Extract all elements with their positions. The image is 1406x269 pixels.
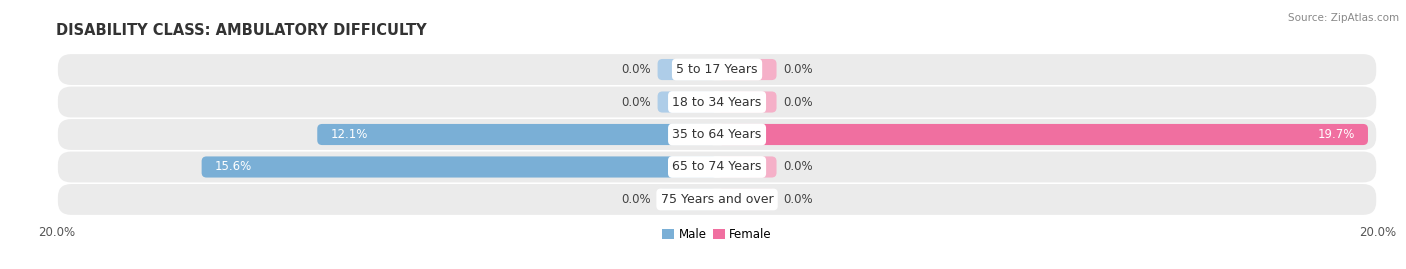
Text: DISABILITY CLASS: AMBULATORY DIFFICULTY: DISABILITY CLASS: AMBULATORY DIFFICULTY bbox=[56, 23, 427, 38]
FancyBboxPatch shape bbox=[58, 119, 1376, 150]
FancyBboxPatch shape bbox=[717, 91, 776, 112]
Text: 0.0%: 0.0% bbox=[783, 95, 813, 108]
Text: 0.0%: 0.0% bbox=[621, 95, 651, 108]
FancyBboxPatch shape bbox=[717, 189, 776, 210]
Text: 75 Years and over: 75 Years and over bbox=[661, 193, 773, 206]
FancyBboxPatch shape bbox=[58, 54, 1376, 85]
Text: 0.0%: 0.0% bbox=[783, 193, 813, 206]
Text: 0.0%: 0.0% bbox=[783, 161, 813, 174]
Text: 19.7%: 19.7% bbox=[1317, 128, 1355, 141]
Text: 18 to 34 Years: 18 to 34 Years bbox=[672, 95, 762, 108]
FancyBboxPatch shape bbox=[717, 157, 776, 178]
FancyBboxPatch shape bbox=[58, 184, 1376, 215]
Legend: Male, Female: Male, Female bbox=[658, 223, 776, 246]
FancyBboxPatch shape bbox=[717, 124, 1368, 145]
Text: 0.0%: 0.0% bbox=[783, 63, 813, 76]
FancyBboxPatch shape bbox=[201, 157, 717, 178]
Text: 12.1%: 12.1% bbox=[330, 128, 368, 141]
Text: 5 to 17 Years: 5 to 17 Years bbox=[676, 63, 758, 76]
Text: 65 to 74 Years: 65 to 74 Years bbox=[672, 161, 762, 174]
FancyBboxPatch shape bbox=[58, 87, 1376, 118]
FancyBboxPatch shape bbox=[658, 189, 717, 210]
Text: 35 to 64 Years: 35 to 64 Years bbox=[672, 128, 762, 141]
Text: 0.0%: 0.0% bbox=[621, 63, 651, 76]
FancyBboxPatch shape bbox=[58, 151, 1376, 182]
FancyBboxPatch shape bbox=[318, 124, 717, 145]
Text: 15.6%: 15.6% bbox=[215, 161, 252, 174]
FancyBboxPatch shape bbox=[658, 91, 717, 112]
FancyBboxPatch shape bbox=[717, 59, 776, 80]
Text: 0.0%: 0.0% bbox=[621, 193, 651, 206]
Text: Source: ZipAtlas.com: Source: ZipAtlas.com bbox=[1288, 13, 1399, 23]
FancyBboxPatch shape bbox=[658, 59, 717, 80]
